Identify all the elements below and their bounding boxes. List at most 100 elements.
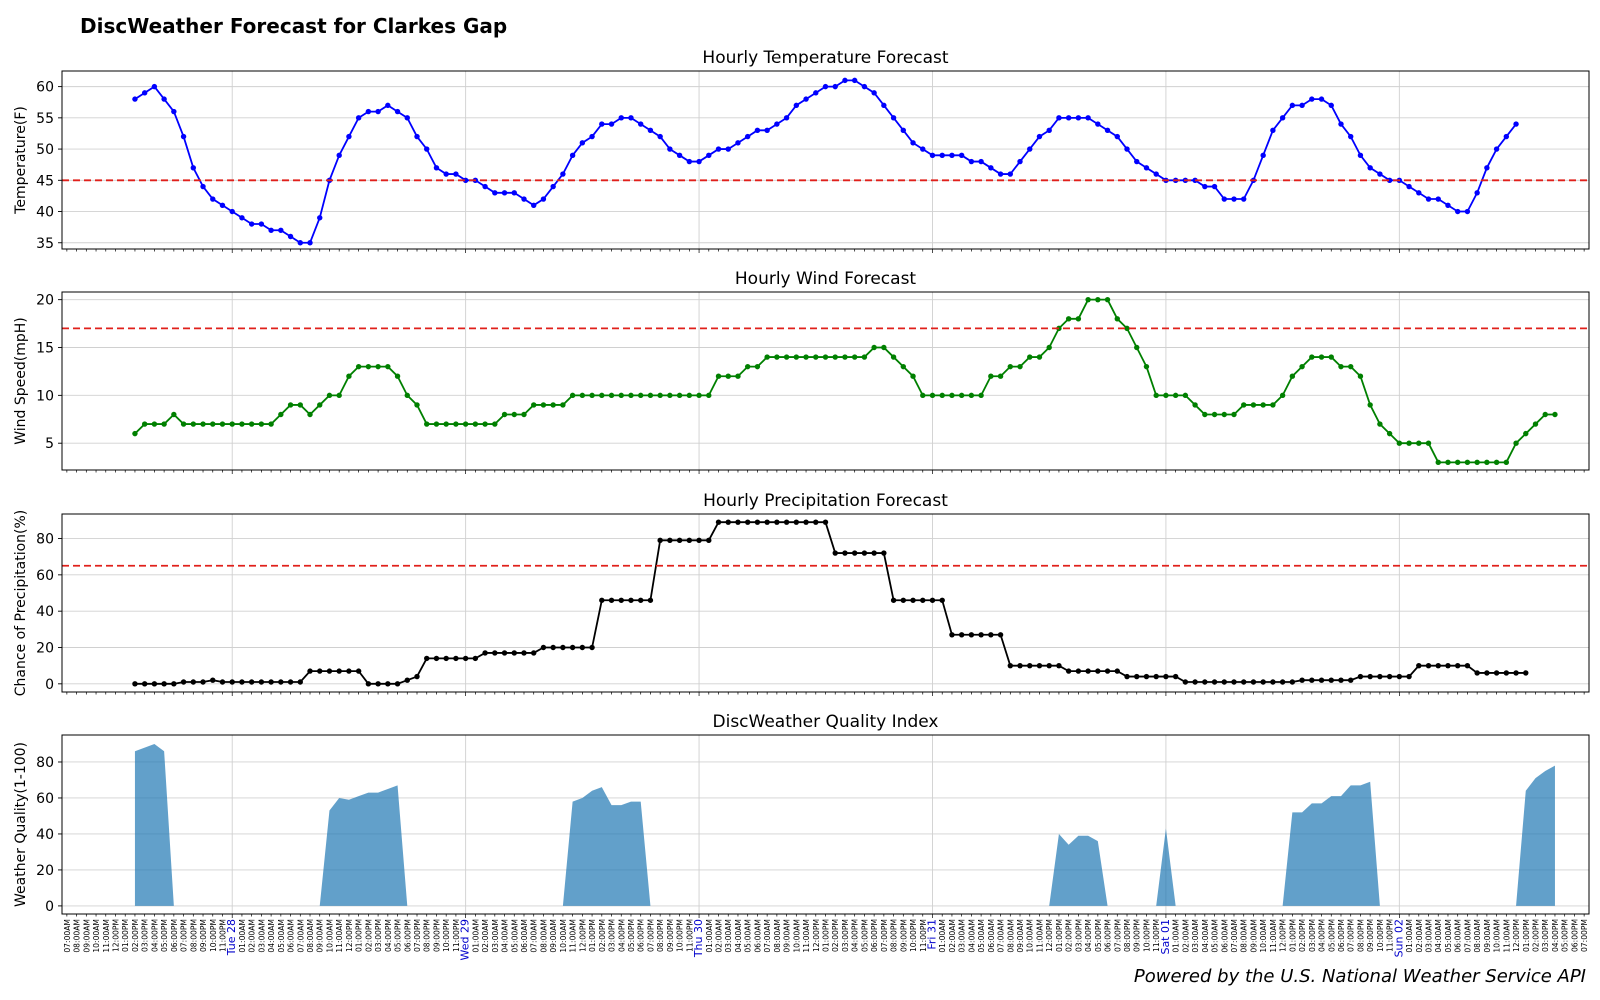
wind-data-point [190, 421, 197, 427]
wind-data-point [307, 411, 313, 418]
temperature-data-point [141, 90, 148, 96]
temperature-data-point [482, 183, 488, 190]
temperature-data-point [180, 133, 187, 140]
temperature-data-point [599, 121, 605, 127]
x-hour-label: 10:00AM [92, 919, 101, 953]
x-hour-label: 10:00PM [209, 919, 218, 952]
precip-data-point [1046, 662, 1052, 669]
precip-data-point [385, 681, 391, 687]
precip-data-point [1445, 662, 1451, 669]
precip-data-point [346, 668, 352, 674]
temperature-data-point [1260, 152, 1266, 159]
wind-data-point [1425, 440, 1432, 446]
x-hour-label: 11:00AM [1035, 919, 1044, 953]
temperature-data-point [1095, 121, 1101, 127]
x-hour-label: 09:00AM [1249, 919, 1258, 953]
precip-data-point [608, 597, 615, 603]
wind-data-point [1318, 354, 1325, 360]
x-hour-label: 06:00AM [753, 919, 762, 953]
x-hour-label: 05:00AM [1211, 919, 1220, 953]
x-hour-label: 08:00AM [1006, 919, 1015, 953]
wind-data-point [1250, 402, 1257, 408]
wind-data-point [1532, 421, 1539, 427]
x-hour-label: 09:00PM [666, 919, 675, 952]
precip-data-point [783, 519, 790, 525]
wind-data-point [1075, 316, 1082, 322]
wind-data-point [813, 354, 819, 360]
temperature-data-point [248, 221, 255, 227]
wind-data-point [1552, 411, 1558, 418]
precip-data-point [1095, 668, 1101, 674]
precip-data-point [569, 644, 576, 651]
wind-data-point [1289, 373, 1296, 379]
temperature-data-point [1085, 115, 1091, 121]
x-hour-label: 10:00AM [559, 919, 568, 953]
x-hour-label: 03:00PM [374, 919, 383, 952]
x-hour-label: 11:00PM [218, 919, 227, 952]
x-hour-label: 04:00PM [617, 919, 626, 952]
y-tick-label: 15 [36, 341, 54, 357]
x-hour-label: 02:00AM [948, 919, 957, 953]
wind-data-point [1523, 430, 1529, 437]
x-hour-label: 01:00PM [822, 919, 831, 952]
precip-data-point [1202, 679, 1208, 685]
wind-data-point [1348, 363, 1354, 370]
x-hour-label: 11:00PM [1386, 919, 1395, 952]
precip-data-point [1289, 679, 1296, 685]
x-hour-label: 09:00PM [1133, 919, 1142, 952]
wind-data-point [1416, 440, 1422, 446]
precip-data-point [1163, 673, 1169, 680]
temperature-data-point [1425, 196, 1432, 202]
wind-data-point [774, 354, 780, 360]
x-hour-label: 10:00AM [1493, 919, 1502, 953]
x-hour-label: 06:00AM [1454, 919, 1463, 953]
precip-data-point [278, 679, 284, 685]
precip-data-point [793, 519, 800, 525]
precip-data-point [540, 644, 547, 651]
precip-data-point [676, 537, 683, 544]
precip-data-point [482, 650, 488, 656]
precip-data-point [890, 597, 897, 603]
temperature-data-point [540, 196, 547, 202]
wind-data-point [297, 402, 303, 408]
precip-data-point [997, 632, 1004, 638]
wind-data-point [462, 421, 469, 427]
precip-data-point [900, 597, 907, 603]
wind-data-point [706, 392, 712, 399]
precip-data-point [1464, 662, 1471, 669]
temperature-data-point [997, 171, 1004, 177]
x-hour-label: 05:00AM [744, 919, 753, 953]
precip-data-point [404, 677, 410, 683]
temperature-data-point [803, 96, 809, 102]
precip-data-point [248, 679, 255, 685]
precip-data-point [939, 597, 945, 603]
precip-data-point [774, 519, 780, 525]
precip-data-point [394, 681, 401, 687]
wind-data-point [988, 373, 994, 379]
temperature-series-line [134, 79, 1517, 244]
precip-data-point [1435, 662, 1441, 669]
temperature-data-point [647, 127, 654, 134]
wind-data-point [258, 421, 265, 427]
x-hour-label: 11:00AM [102, 919, 111, 953]
temperature-data-point [1143, 165, 1150, 171]
x-hour-label: 06:00AM [987, 919, 996, 953]
x-hour-label: 06:00PM [870, 919, 879, 952]
temperature-data-point [1503, 133, 1510, 140]
precip-data-point [1085, 668, 1091, 674]
y-axis-label: Weather Quality(1-100) [13, 742, 29, 907]
x-hour-label: 09:00AM [783, 919, 792, 953]
wind-data-point [900, 363, 907, 370]
precip-data-point [1007, 662, 1013, 669]
x-hour-label: 12:00PM [1045, 919, 1054, 952]
x-hour-label: 05:00PM [1561, 919, 1570, 952]
wind-data-point [667, 392, 673, 399]
precip-data-point [1260, 679, 1266, 685]
y-tick-label: 0 [45, 677, 54, 693]
temperature-data-point [608, 121, 615, 127]
precip-data-point [1493, 670, 1500, 676]
wind-data-point [599, 392, 605, 399]
precip-data-point [200, 679, 206, 685]
x-hour-label: 01:00PM [1288, 919, 1297, 952]
temperature-data-point [1065, 115, 1072, 121]
